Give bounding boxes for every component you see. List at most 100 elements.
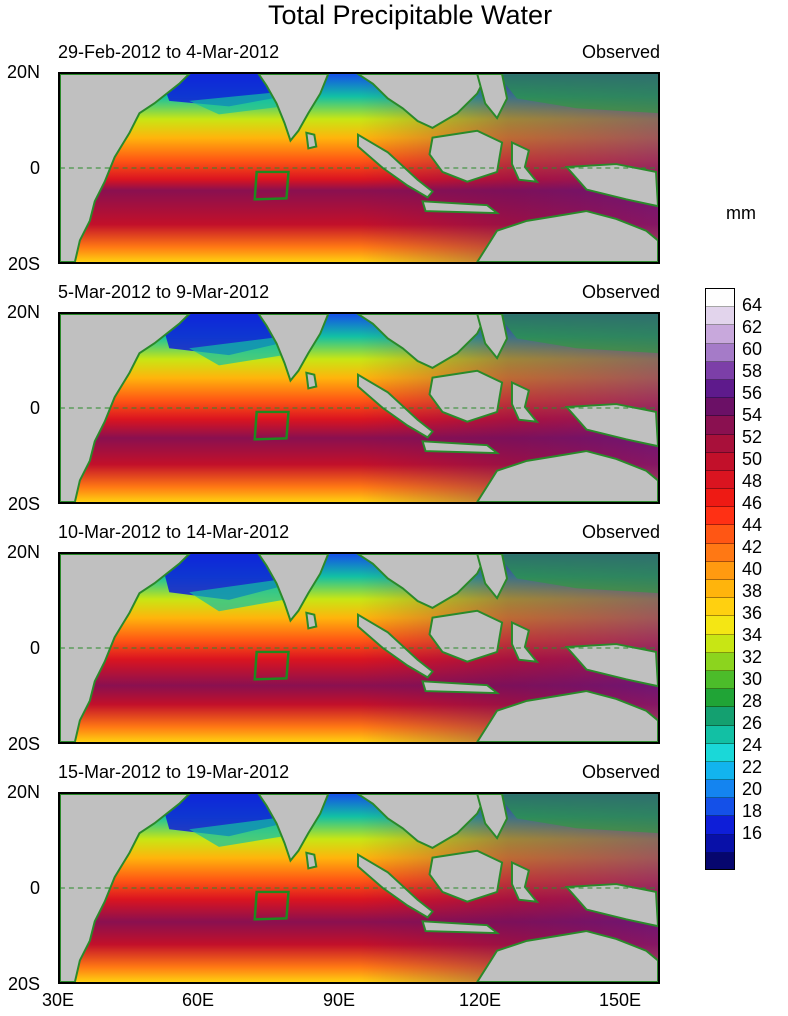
colorbar-tick-label: 50 (742, 449, 763, 469)
landmass (476, 554, 509, 600)
colorbar-segment (706, 725, 734, 744)
colorbar-tick-label: 54 (742, 405, 763, 425)
latitude-label: 20N (6, 782, 40, 802)
landmass (357, 372, 434, 439)
averaging-box (253, 410, 290, 441)
landmass (428, 129, 504, 183)
panel-date-range: 10-Mar-2012 to 14-Mar-2012 (58, 522, 290, 542)
landmass (476, 450, 658, 502)
landmass (421, 920, 501, 935)
colorbar-tick-label: 52 (742, 427, 763, 447)
landmass (357, 132, 434, 199)
map-panel-1: 29-Feb-2012 to 4-Mar-2012 Observed (58, 42, 660, 264)
map-panel-3: 10-Mar-2012 to 14-Mar-2012 Observed (58, 522, 660, 744)
landmass (476, 314, 509, 360)
longitude-label: 120E (458, 990, 502, 1010)
colorbar-segment (706, 816, 734, 835)
colorbar-segment (706, 561, 734, 580)
colorbar-segment (706, 507, 734, 526)
landmass (428, 609, 504, 663)
latitude-label: 0 (29, 638, 40, 658)
latitude-label: 20S (7, 974, 40, 994)
colorbar-segment (706, 743, 734, 762)
latitude-label: 0 (29, 398, 40, 418)
latitude-label: 20N (6, 302, 40, 322)
map-panel-4: 15-Mar-2012 to 19-Mar-2012 Observed (58, 762, 660, 984)
latitude-label: 20S (7, 734, 40, 754)
colorbar-tick-label: 18 (742, 801, 763, 821)
latitude-label: 20N (6, 542, 40, 562)
landmass (305, 611, 318, 630)
averaging-box (253, 170, 290, 201)
landmass (257, 794, 330, 863)
colorbar-tick-label: 46 (742, 493, 763, 513)
colorbar-segment (706, 580, 734, 599)
averaging-box (253, 890, 290, 921)
panel-observed-label: Observed (581, 762, 660, 782)
colorbar-segment (706, 543, 734, 562)
panel-date-range: 5-Mar-2012 to 9-Mar-2012 (58, 282, 270, 302)
colorbar-segment (706, 470, 734, 490)
panel-observed-label: Observed (581, 282, 660, 302)
longitude-label: 150E (598, 990, 642, 1010)
colorbar-segment (706, 598, 734, 617)
colorbar-segment (706, 434, 734, 453)
landmass (564, 883, 658, 928)
colorbar-segment (706, 780, 734, 799)
colorbar-segment (706, 852, 734, 869)
colorbar-segment (706, 307, 734, 326)
landmass (257, 314, 330, 383)
colorbar-tick-label: 62 (742, 317, 763, 337)
colorbar-tick-label: 40 (742, 559, 763, 579)
colorbar-tick-label: 16 (742, 823, 763, 843)
colorbar-segment (706, 379, 734, 399)
colorbar-segment (706, 798, 734, 817)
colorbar-segment (706, 652, 734, 671)
landmass (305, 851, 318, 870)
longitude-label: 60E (181, 990, 215, 1010)
colorbar-tick-label: 20 (742, 779, 763, 799)
colorbar-tick-label: 26 (742, 713, 763, 733)
landmass (60, 794, 191, 982)
averaging-box (253, 650, 290, 681)
landmass (476, 74, 509, 120)
colorbar-segment (706, 325, 734, 344)
colorbar-segment (706, 616, 734, 635)
colorbar-tick-label: 30 (742, 669, 763, 689)
landmass (60, 554, 191, 742)
colorbar-tick-label: 32 (742, 647, 763, 667)
precipitable-water-map (58, 72, 660, 264)
colorbar-segment (706, 689, 734, 708)
panel-date-range: 29-Feb-2012 to 4-Mar-2012 (58, 42, 280, 62)
precipitable-water-map (58, 552, 660, 744)
landmass (510, 380, 540, 423)
landmass (421, 200, 501, 215)
panel-date-range: 15-Mar-2012 to 19-Mar-2012 (58, 762, 290, 782)
colorbar-segment (706, 289, 734, 308)
landmass (305, 131, 318, 150)
colorbar-tick-label: 38 (742, 581, 763, 601)
map-panel-2: 5-Mar-2012 to 9-Mar-2012 Observed (58, 282, 660, 504)
landmass (357, 612, 434, 679)
colorbar-segment (706, 361, 734, 380)
landmass (257, 74, 330, 143)
colorbar-tick-label: 34 (742, 625, 763, 645)
colorbar-segment (706, 707, 734, 726)
landmass (510, 860, 540, 903)
landmass (564, 643, 658, 688)
landmass (421, 440, 501, 455)
panel-observed-label: Observed (581, 522, 660, 542)
latitude-label: 20S (7, 494, 40, 514)
colorbar (705, 288, 735, 870)
colorbar-segment (706, 634, 734, 653)
longitude-label: 30E (41, 990, 75, 1010)
latitude-label: 0 (29, 878, 40, 898)
landmass (305, 371, 318, 390)
colorbar-tick-label: 44 (742, 515, 763, 535)
latitude-label: 20N (6, 62, 40, 82)
colorbar-tick-label: 64 (742, 295, 763, 315)
colorbar-tick-label: 24 (742, 735, 763, 755)
colorbar-segment (706, 834, 734, 853)
landmass (357, 852, 434, 919)
landmass (510, 620, 540, 663)
